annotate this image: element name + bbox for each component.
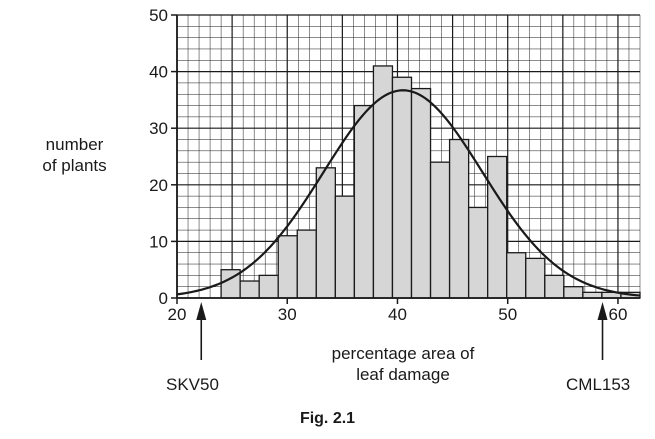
annotation-arrow-head (196, 302, 207, 320)
histogram-bar (544, 274, 565, 299)
y-axis-label: number of plants (27, 134, 122, 176)
x-axis-label: percentage area of leaf damage (296, 343, 510, 385)
y-tick-label: 30 (149, 119, 168, 138)
histogram-bar (391, 76, 413, 299)
histogram-bar (506, 252, 527, 299)
histogram-bar (563, 286, 584, 299)
x-tick-label: 30 (278, 305, 297, 324)
histogram-bar (277, 235, 298, 299)
histogram-bar (296, 229, 317, 299)
histogram-bar (429, 161, 451, 299)
histogram-bar (410, 87, 432, 299)
tick-labels: 0 10 20 30 40 50 20 30 40 50 60 (149, 6, 627, 324)
histogram-bar (334, 195, 356, 299)
x-tick-label: 20 (168, 305, 187, 324)
y-tick-label: 20 (149, 176, 168, 195)
histogram-bars (220, 65, 641, 299)
x-tick-label: 60 (608, 305, 627, 324)
histogram-bar (487, 155, 508, 299)
histogram-bar (315, 167, 336, 299)
figure-caption: Fig. 2.1 (299, 410, 356, 427)
histogram-bar (239, 280, 260, 299)
y-tick-label: 40 (149, 63, 168, 82)
histogram-bar (258, 274, 279, 299)
y-tick-label: 0 (159, 289, 168, 308)
x-axis-label-line-1: percentage area of (331, 344, 475, 363)
annotation-arrow-head (597, 302, 608, 320)
y-axis-label-line-2: of plants (42, 156, 107, 175)
fitted-curve (176, 89, 641, 297)
x-axis-label-line-2: leaf damage (356, 365, 450, 384)
histogram-bar (353, 104, 375, 299)
annotation-cml153: CML153 (566, 375, 631, 394)
x-tick-label: 50 (498, 305, 517, 324)
axes (171, 14, 640, 304)
histogram-bar (525, 257, 546, 299)
y-tick-label: 10 (149, 232, 168, 251)
histogram-bar (448, 138, 470, 299)
annotation-arrows (196, 302, 608, 360)
x-tick-label: 40 (388, 305, 407, 324)
y-axis-label-line-1: number (45, 135, 104, 154)
annotation-skv50: SKV50 (166, 375, 219, 394)
y-tick-label: 50 (149, 6, 168, 25)
histogram-bar (467, 206, 489, 299)
